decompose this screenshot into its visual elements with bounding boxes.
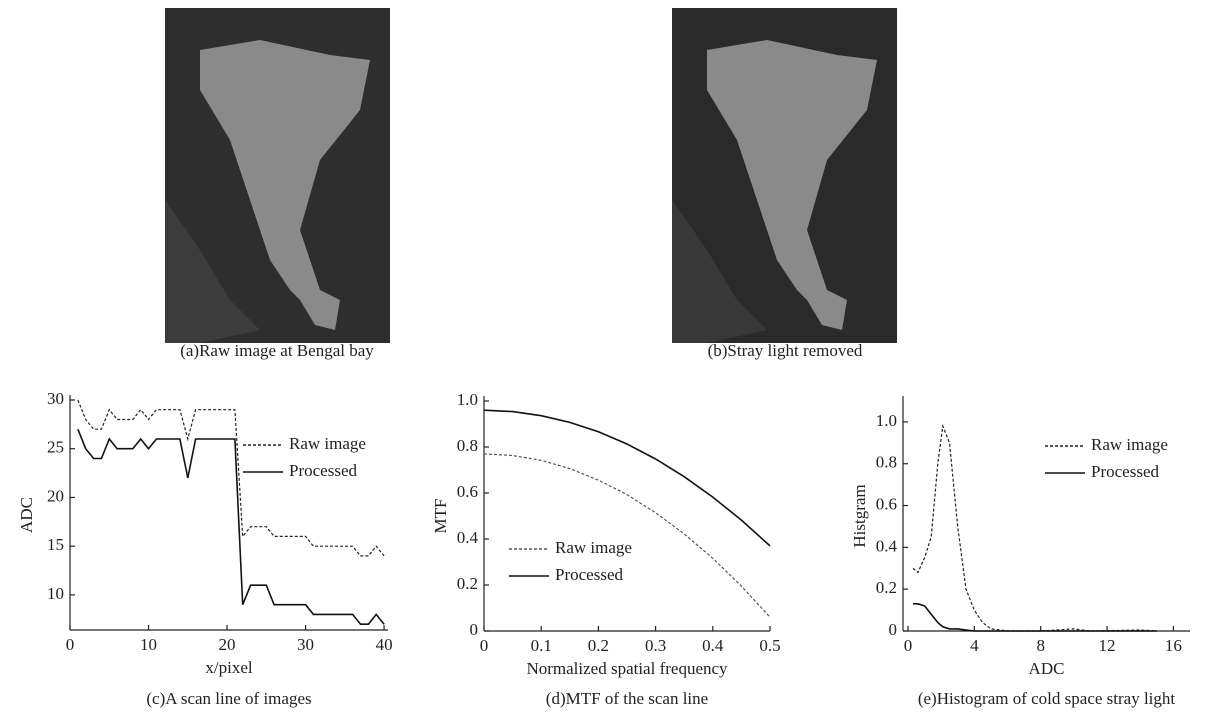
x-tick-label: 0 bbox=[66, 635, 75, 654]
y-tick-label: 0.4 bbox=[876, 536, 898, 555]
image-caption: (a)Raw image at Bengal bay bbox=[180, 341, 374, 360]
x-tick-label: 10 bbox=[140, 635, 157, 654]
y-tick-label: 0.6 bbox=[457, 482, 478, 501]
data-line bbox=[912, 423, 1157, 632]
x-tick-label: 20 bbox=[219, 635, 236, 654]
x-axis-label: Normalized spatial frequency bbox=[526, 659, 728, 678]
legend-label: Processed bbox=[555, 565, 623, 584]
x-tick-label: 8 bbox=[1036, 636, 1045, 655]
y-tick-label: 0 bbox=[470, 620, 479, 639]
legend-label: Raw image bbox=[289, 434, 366, 453]
legend-label: Raw image bbox=[1091, 435, 1168, 454]
y-tick-label: 1.0 bbox=[876, 411, 897, 430]
x-tick-label: 12 bbox=[1099, 636, 1116, 655]
x-axis-label: ADC bbox=[1029, 659, 1065, 678]
x-tick-label: 0.1 bbox=[531, 636, 552, 655]
y-tick-label: 0.8 bbox=[457, 436, 478, 455]
data-line bbox=[483, 453, 771, 618]
y-tick-label: 0.2 bbox=[876, 578, 897, 597]
y-tick-label: 0 bbox=[889, 620, 898, 639]
y-axis-label: MTF bbox=[431, 499, 450, 534]
y-tick-label: 0.6 bbox=[876, 494, 897, 513]
x-tick-label: 0 bbox=[480, 636, 489, 655]
x-tick-label: 16 bbox=[1165, 636, 1182, 655]
satellite-image-b bbox=[672, 8, 897, 343]
y-tick-label: 0.4 bbox=[457, 528, 479, 547]
x-tick-label: 0.4 bbox=[702, 636, 724, 655]
y-axis-label: ADC bbox=[17, 497, 36, 533]
legend-label: Raw image bbox=[555, 538, 632, 557]
y-tick-label: 20 bbox=[47, 486, 64, 505]
chart-caption: (c)A scan line of images bbox=[146, 689, 311, 708]
satellite-image-a bbox=[165, 8, 390, 343]
y-tick-label: 10 bbox=[47, 584, 64, 603]
data-line bbox=[77, 399, 385, 557]
data-line bbox=[483, 409, 771, 547]
x-tick-label: 4 bbox=[970, 636, 979, 655]
legend-label: Processed bbox=[1091, 462, 1159, 481]
chart-caption: (e)Histogram of cold space stray light bbox=[918, 689, 1176, 708]
x-tick-label: 0.2 bbox=[588, 636, 609, 655]
x-axis-label: x/pixel bbox=[205, 658, 252, 677]
y-tick-label: 1.0 bbox=[457, 390, 478, 409]
y-tick-label: 30 bbox=[47, 389, 64, 408]
data-line bbox=[77, 428, 385, 625]
data-line bbox=[913, 603, 1157, 632]
image-caption: (b)Stray light removed bbox=[708, 341, 863, 360]
y-tick-label: 15 bbox=[47, 535, 64, 554]
y-tick-label: 25 bbox=[47, 438, 64, 457]
chart-caption: (d)MTF of the scan line bbox=[546, 689, 708, 708]
legend-label: Processed bbox=[289, 461, 357, 480]
x-tick-label: 40 bbox=[376, 635, 393, 654]
y-axis-label: Histgram bbox=[850, 484, 869, 547]
x-tick-label: 0 bbox=[904, 636, 913, 655]
y-tick-label: 0.2 bbox=[457, 574, 478, 593]
x-tick-label: 30 bbox=[297, 635, 314, 654]
y-tick-label: 0.8 bbox=[876, 453, 897, 472]
x-tick-label: 0.3 bbox=[645, 636, 666, 655]
x-tick-label: 0.5 bbox=[759, 636, 780, 655]
